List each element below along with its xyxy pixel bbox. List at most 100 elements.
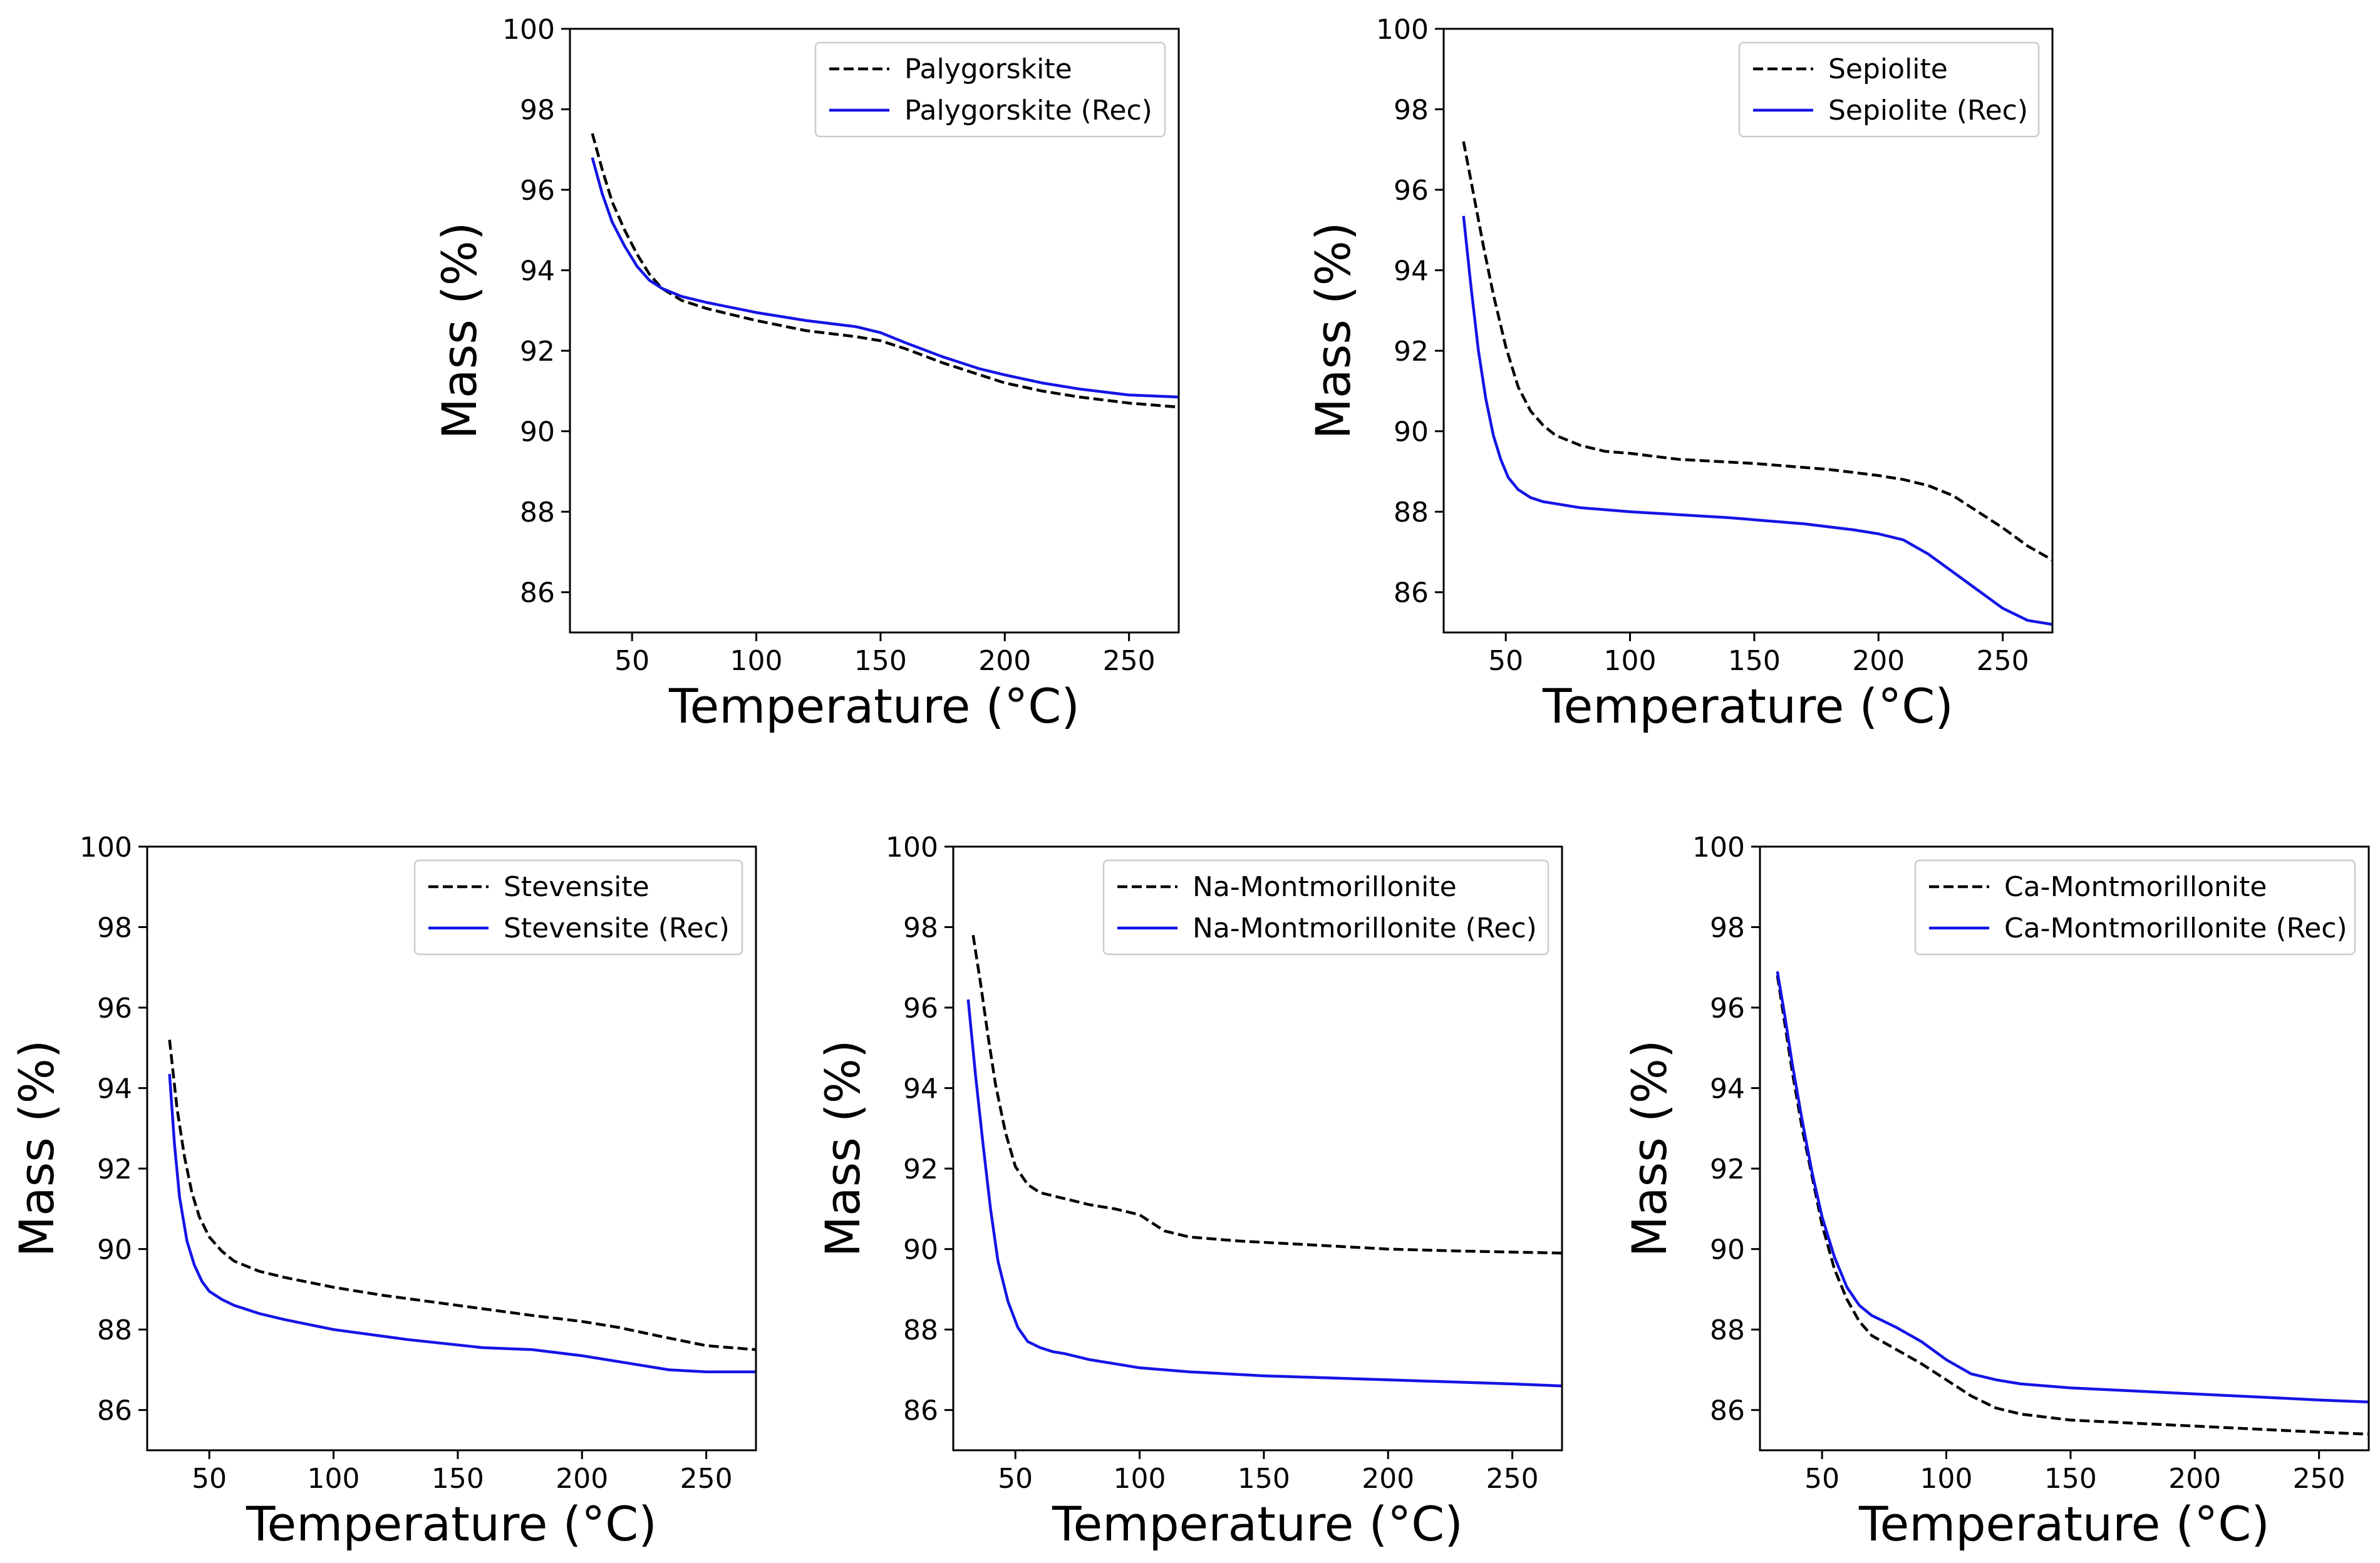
x-tick-label: 150: [1728, 645, 1781, 677]
y-tick-label: 96: [97, 993, 132, 1024]
legend: Sepiolite Sepiolite (Rec): [1738, 41, 2040, 138]
y-tick-label: 98: [1710, 912, 1745, 944]
x-tick-label: 250: [1486, 1463, 1539, 1495]
legend-label: Palygorskite (Rec): [904, 95, 1152, 126]
x-tick-label: 150: [854, 645, 907, 677]
series-line-sepiolite: [1462, 141, 2052, 562]
y-tick-label: 90: [520, 416, 555, 448]
y-tick-label: 94: [1710, 1073, 1745, 1105]
x-tick-label: 200: [2168, 1463, 2221, 1495]
legend-label: Stevensite: [504, 871, 649, 903]
x-tick-label: 100: [730, 645, 783, 677]
chart-stevensite: 50 100 150 200 25086889092949698100Temperatu…: [9, 832, 757, 1552]
legend: Stevensite Stevensite (Rec): [413, 859, 743, 956]
x-tick-label: 100: [1920, 1463, 1973, 1495]
y-tick-label: 94: [97, 1073, 132, 1105]
legend-label: Palygorskite: [904, 53, 1072, 85]
legend-label: Na-Montmorillonite (Rec): [1193, 912, 1537, 944]
x-tick-label: 100: [1114, 1463, 1166, 1495]
series-line-stevensite-rec: [168, 1073, 756, 1373]
x-tick-label: 250: [2293, 1463, 2346, 1495]
chart-sepiolite: 50 100 150 200 25086889092949698100Temperatu…: [1305, 14, 2054, 734]
x-tick-label: 150: [1238, 1463, 1290, 1495]
y-tick-label: 86: [903, 1395, 938, 1427]
x-axis-label: Temperature (°C): [668, 678, 1080, 734]
y-tick-label: 96: [903, 993, 938, 1024]
x-axis-label: Temperature (°C): [246, 1496, 657, 1552]
y-tick-label: 86: [1710, 1395, 1745, 1427]
y-tick-label: 92: [1710, 1153, 1745, 1185]
y-tick-label: 98: [97, 912, 132, 944]
series-line-sepiolite-rec: [1462, 215, 2052, 626]
x-tick-label: 200: [556, 1463, 608, 1495]
legend-label: Stevensite (Rec): [504, 912, 730, 944]
y-axis-label: Mass (%): [815, 1039, 871, 1257]
y-tick-label: 100: [1376, 14, 1429, 46]
x-tick-label: 50: [998, 1463, 1033, 1495]
x-tick-label: 50: [192, 1463, 227, 1495]
x-tick-label: 150: [2044, 1463, 2097, 1495]
plot-frame: [952, 845, 1563, 1452]
legend-label: Na-Montmorillonite: [1193, 871, 1457, 903]
x-tick-label: 50: [1488, 645, 1523, 677]
y-tick-label: 86: [97, 1395, 132, 1427]
chart-palygorskite: 50 100 150 200 25086889092949698100Temperatu…: [432, 14, 1180, 734]
series-line-ca-montmorillonite: [1776, 975, 2369, 1436]
y-axis-label: Mass (%): [9, 1039, 65, 1257]
series-line-na-montmorillonite-rec: [966, 999, 1562, 1388]
chart-na-montmorillonite: 50 100 150 200 25086889092949698100Temperatu…: [815, 832, 1563, 1552]
legend: Palygorskite Palygorskite (Rec): [814, 41, 1166, 138]
plot-frame: [1759, 845, 2370, 1452]
y-tick-label: 100: [1692, 832, 1745, 864]
y-tick-label: 96: [520, 175, 555, 207]
plot-frame: [146, 845, 757, 1452]
legend-label: Sepiolite: [1828, 53, 1948, 85]
x-tick-label: 50: [1804, 1463, 1839, 1495]
x-axis-label: Temperature (°C): [1052, 1496, 1463, 1552]
y-tick-label: 90: [1394, 416, 1429, 448]
series-line-na-montmorillonite: [971, 935, 1562, 1255]
y-tick-label: 92: [97, 1153, 132, 1185]
y-tick-label: 100: [502, 14, 555, 46]
y-tick-label: 86: [520, 577, 555, 609]
series-line-ca-montmorillonite-rec: [1776, 971, 2369, 1404]
series-line-palygorskite: [591, 133, 1179, 409]
y-tick-label: 92: [903, 1153, 938, 1185]
y-tick-label: 98: [1394, 95, 1429, 126]
y-tick-label: 88: [97, 1314, 132, 1346]
y-tick-label: 96: [1394, 175, 1429, 207]
plot-frame: [569, 28, 1180, 634]
x-tick-label: 200: [978, 645, 1031, 677]
y-tick-label: 90: [903, 1234, 938, 1266]
y-axis-label: Mass (%): [1305, 222, 1361, 439]
legend: Na-Montmorillonite Na-Montmorillonite (Re…: [1102, 859, 1550, 956]
y-tick-label: 98: [520, 95, 555, 126]
x-tick-label: 100: [1604, 645, 1657, 677]
x-tick-label: 250: [1103, 645, 1156, 677]
series-line-palygorskite-rec: [591, 157, 1179, 399]
legend-label: Sepiolite (Rec): [1828, 95, 2028, 126]
y-tick-label: 94: [1394, 255, 1429, 287]
y-tick-label: 88: [520, 497, 555, 529]
y-tick-label: 90: [97, 1234, 132, 1266]
x-tick-label: 150: [432, 1463, 484, 1495]
y-tick-label: 88: [1394, 497, 1429, 529]
x-tick-label: 250: [680, 1463, 733, 1495]
x-tick-label: 250: [1977, 645, 2029, 677]
y-tick-label: 86: [1394, 577, 1429, 609]
y-tick-label: 96: [1710, 993, 1745, 1024]
x-tick-label: 200: [1362, 1463, 1414, 1495]
plot-frame: [1442, 28, 2054, 634]
x-axis-label: Temperature (°C): [1858, 1496, 2270, 1552]
chart-ca-montmorillonite: 50 100 150 200 25086889092949698100Temperatu…: [1622, 832, 2370, 1552]
x-tick-label: 50: [614, 645, 649, 677]
y-tick-label: 88: [1710, 1314, 1745, 1346]
y-tick-label: 94: [903, 1073, 938, 1105]
y-tick-label: 90: [1710, 1234, 1745, 1266]
y-axis-label: Mass (%): [1622, 1039, 1677, 1257]
y-tick-label: 92: [1394, 336, 1429, 368]
series-line-stevensite: [168, 1039, 756, 1351]
legend-label: Ca-Montmorillonite: [2004, 871, 2267, 903]
y-tick-label: 100: [886, 832, 938, 864]
